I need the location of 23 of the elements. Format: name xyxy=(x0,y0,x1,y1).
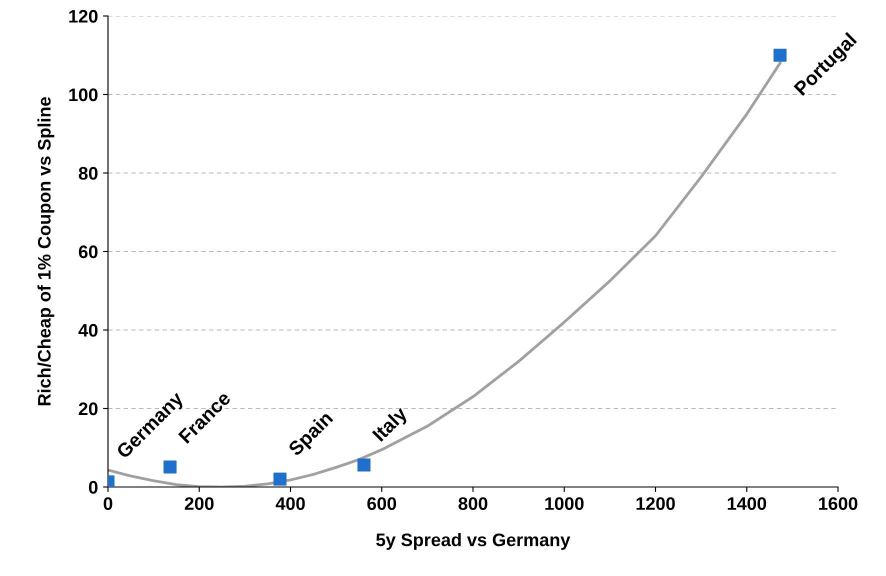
x-tick-label: 0 xyxy=(104,497,112,510)
x-tick-label: 400 xyxy=(276,497,305,510)
point xyxy=(774,48,787,62)
y-tick-label: 80 xyxy=(78,166,98,180)
y-tick-label: 60 xyxy=(78,245,98,258)
x-tick-label: 200 xyxy=(184,497,214,510)
y-tick-label: 120 xyxy=(69,10,98,23)
x-tick-label: 600 xyxy=(367,497,396,510)
x-tick-label: 800 xyxy=(458,497,488,510)
line-series xyxy=(108,62,782,487)
x-tick-label: 1000 xyxy=(545,497,584,510)
point xyxy=(274,472,287,486)
x-tick-label: 1400 xyxy=(728,497,766,510)
point xyxy=(164,460,177,474)
y-tick-label: 100 xyxy=(69,88,98,102)
y-tick-label: 20 xyxy=(78,402,98,416)
x-tick-label: 1600 xyxy=(819,497,858,510)
y-tick-label: 40 xyxy=(78,324,98,337)
x-axis-title: 5y Spread vs Germany xyxy=(376,533,570,550)
y-tick-label: 0 xyxy=(88,480,98,494)
point xyxy=(357,458,370,472)
y-axis-title: Rich/Cheap of 1% Coupon vs Spline xyxy=(37,97,54,406)
x-tick-label: 1200 xyxy=(636,497,675,510)
